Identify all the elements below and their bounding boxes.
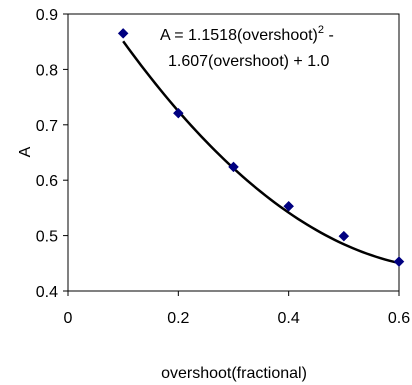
x-tick-label: 0 xyxy=(64,310,73,327)
data-point-marker xyxy=(172,107,184,119)
equation-line-2: 1.607(overshoot) + 1.0 xyxy=(168,53,330,70)
data-point-marker xyxy=(117,28,129,39)
y-tick-label: 0.6 xyxy=(36,173,58,190)
y-tick-label: 0.9 xyxy=(36,7,58,24)
equation-line-1-suffix: - xyxy=(324,27,334,44)
x-tick-label: 0.6 xyxy=(388,310,410,327)
plot-area xyxy=(67,13,400,292)
x-axis-ticks: 0 0.2 0.4 0.6 xyxy=(64,291,410,327)
x-tick-label: 0.2 xyxy=(167,310,189,327)
x-axis-title: overshoot(fractional) xyxy=(161,365,307,382)
data-point-marker xyxy=(393,256,405,267)
y-tick-label: 0.7 xyxy=(36,118,58,135)
y-tick-label: 0.5 xyxy=(36,229,58,246)
y-axis-title: A xyxy=(17,146,34,157)
data-point-marker xyxy=(338,230,350,242)
data-point-marker xyxy=(228,161,239,173)
y-axis-ticks: 0.4 0.5 0.6 0.7 0.8 0.9 xyxy=(36,7,68,301)
y-tick-label: 0.4 xyxy=(36,284,58,301)
trendline xyxy=(122,40,400,265)
equation-exponent: 2 xyxy=(318,24,324,36)
data-point-marker xyxy=(283,200,295,212)
x-tick-label: 0.4 xyxy=(278,310,300,327)
data-points xyxy=(117,28,405,267)
equation-line-1-prefix: A = 1.1518(overshoot) xyxy=(160,27,318,44)
y-tick-label: 0.8 xyxy=(36,62,58,79)
equation-line-1: A = 1.1518(overshoot)2 - xyxy=(160,24,334,44)
